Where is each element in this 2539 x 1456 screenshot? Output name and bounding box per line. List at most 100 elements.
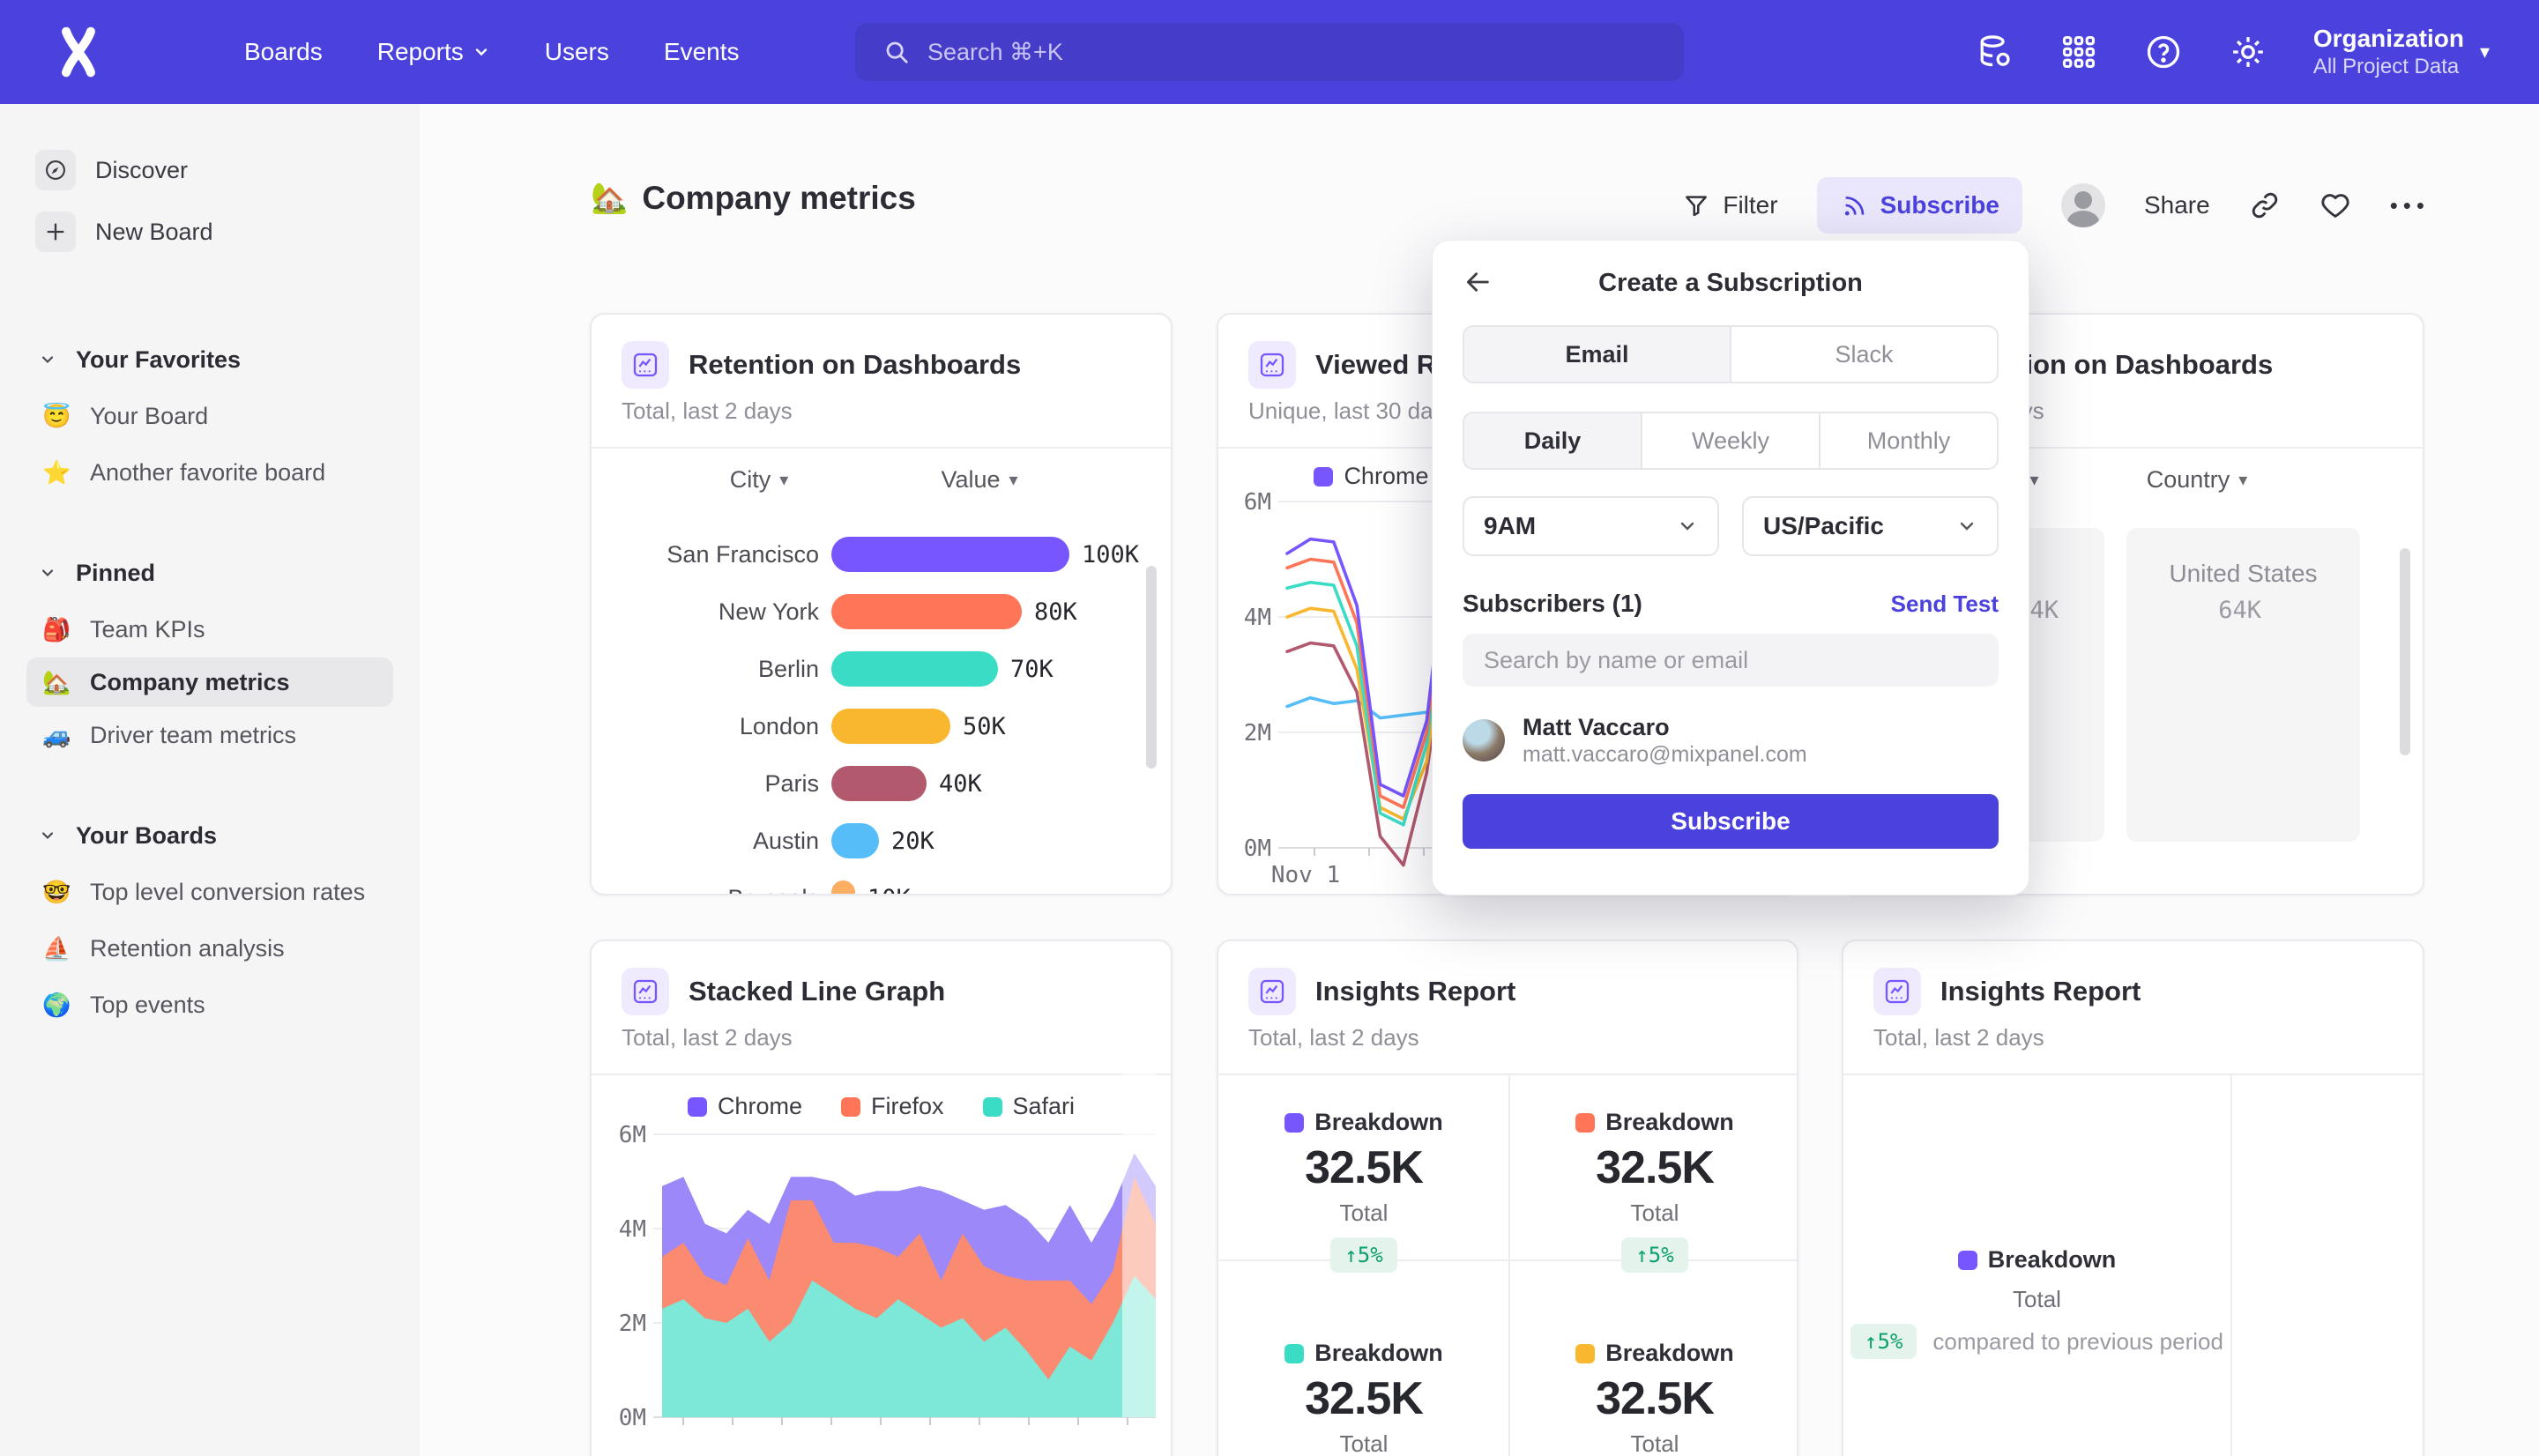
share-button[interactable]: Share (2143, 191, 2210, 219)
search-placeholder: Search ⌘+K (927, 38, 1063, 65)
table-row[interactable]: Brussels 10K (592, 879, 1171, 895)
sidebar-item-driver-team-metrics[interactable]: 🚙 Driver team metrics (42, 721, 297, 748)
table-row[interactable]: Berlin 70K (592, 650, 1171, 688)
chevron-down-icon (41, 569, 54, 577)
kpi-legend[interactable]: Breakdown (1284, 1109, 1443, 1136)
table-row[interactable]: Paris 40K (592, 764, 1171, 803)
nav-item-boards[interactable]: Boards (244, 38, 323, 65)
tab-daily[interactable]: Daily (1464, 413, 1641, 468)
sidebar-item-retention-analysis[interactable]: ⛵ Retention analysis (42, 934, 285, 962)
rss-subscribe-icon (1844, 197, 1864, 216)
mixpanel-logo-icon[interactable] (51, 25, 106, 79)
sort-caret-icon: ▾ (2029, 471, 2039, 490)
kpi-legend[interactable]: Breakdown (1284, 1340, 1443, 1367)
chevron-down-icon: ▾ (2479, 41, 2490, 63)
column-header-value[interactable]: Value ▾ (941, 466, 1018, 493)
tab-monthly[interactable]: Monthly (1819, 413, 1997, 468)
row-value: 20K (891, 827, 934, 855)
favorite-heart-icon[interactable] (2319, 189, 2351, 221)
filter-button[interactable]: Filter (1682, 191, 1778, 219)
nav-item-events[interactable]: Events (663, 38, 740, 65)
delta-badge: ↑5% (1330, 1237, 1397, 1273)
sidebar-item-your-board[interactable]: 😇 Your Board (42, 402, 209, 429)
svg-text:Nov 1: Nov 1 (1271, 862, 1340, 888)
sidebar-item-new-board[interactable]: New Board (0, 201, 420, 263)
tab-weekly[interactable]: Weekly (1641, 413, 1819, 468)
kpi-caption: Total (1339, 1430, 1389, 1456)
sidebar-section-your-favorites[interactable]: Your Favorites (0, 331, 420, 388)
copy-link-icon[interactable] (2249, 189, 2281, 221)
table-row[interactable]: Austin 20K (592, 821, 1171, 860)
data-management-icon[interactable] (1975, 33, 2014, 71)
globe-emoji-icon: 🌍 (42, 991, 71, 1018)
modal-title: Create a Subscription (1598, 268, 1863, 297)
sidebar-section-pinned[interactable]: Pinned (0, 545, 420, 601)
legend-swatch (1284, 1343, 1305, 1363)
nav-item-users[interactable]: Users (544, 38, 609, 65)
legend-item-firefox[interactable]: Firefox (840, 1093, 944, 1120)
sidebar-item-discover[interactable]: Discover (0, 139, 420, 201)
backpack-emoji-icon: 🎒 (42, 615, 71, 643)
time-select[interactable]: 9AM (1463, 496, 1719, 556)
chevron-down-icon (475, 48, 487, 56)
column-header-country[interactable]: Country ▾ (2146, 466, 2248, 493)
kpi-legend[interactable]: Breakdown (1575, 1109, 1734, 1136)
subscriber-avatar (1463, 719, 1505, 761)
legend-item-chrome[interactable]: Chrome (687, 1093, 802, 1120)
table-row[interactable]: New York 80K (592, 592, 1171, 631)
page-title: Company metrics (642, 180, 916, 216)
table-row[interactable]: London 50K (592, 707, 1171, 746)
sidebar-section-your-boards[interactable]: Your Boards (0, 807, 420, 864)
card-scrollbar[interactable] (2400, 548, 2410, 755)
back-arrow-icon[interactable] (1463, 267, 1493, 297)
kpi-cell-2: Breakdown 32.5K Total ↑5% (1509, 1109, 1797, 1273)
bar-table-rows: San Francisco 100K New York 80K Berlin 70K Lon… (592, 524, 1171, 895)
sidebar-item-top-events[interactable]: 🌍 Top events (42, 991, 205, 1018)
sort-caret-icon: ▾ (2238, 471, 2248, 490)
card-subtitle: Total, last 2 days (1248, 1024, 1419, 1051)
timezone-select[interactable]: US/Pacific (1742, 496, 1999, 556)
row-value: 10K (867, 885, 911, 895)
svg-text:2M: 2M (1244, 720, 1271, 747)
tab-email[interactable]: Email (1464, 327, 1730, 382)
subscriber-item[interactable]: Matt Vaccaro matt.vaccaro@mixpanel.com (1463, 713, 1999, 768)
help-icon[interactable] (2144, 33, 2183, 71)
global-search-input[interactable]: Search ⌘+K (855, 23, 1684, 81)
svg-text:4M: 4M (619, 1216, 646, 1243)
subscribe-button[interactable]: Subscribe (1816, 177, 2022, 234)
legend-item-safari[interactable]: Safari (982, 1093, 1075, 1120)
more-options-button[interactable]: ••• (2389, 191, 2430, 219)
tab-slack[interactable]: Slack (1730, 327, 1997, 382)
subscriber-search-input[interactable] (1463, 634, 1999, 687)
table-row[interactable]: San Francisco 100K (592, 535, 1171, 574)
row-label: San Francisco (666, 540, 819, 568)
card-subtitle: Unique, last 30 days (1248, 397, 1456, 424)
svg-text:6M: 6M (619, 1122, 646, 1148)
settings-gear-icon[interactable] (2229, 33, 2267, 71)
row-label: Austin (752, 827, 819, 854)
org-switcher[interactable]: Organization All Project Data ▾ (2313, 24, 2490, 80)
subscribe-submit-button[interactable]: Subscribe (1463, 794, 1999, 849)
send-test-link[interactable]: Send Test (1890, 590, 1999, 617)
sidebar-item-company-metrics[interactable]: 🏡 Company metrics (26, 657, 393, 707)
legend-item-chrome[interactable]: Chrome (1314, 463, 1428, 490)
panel-united-states[interactable]: United States 64K (2126, 528, 2360, 842)
row-bar (831, 537, 1069, 572)
card-scrollbar[interactable] (1146, 566, 1157, 769)
board-actions: Filter Subscribe Share ••• (1682, 175, 2430, 236)
kpi-legend[interactable]: Breakdown (1957, 1246, 2116, 1274)
kpi-caption: Total (1339, 1200, 1389, 1226)
sidebar-item-another-favorite-board[interactable]: ⭐ Another favorite board (42, 458, 326, 486)
star-emoji-icon: ⭐ (42, 458, 71, 486)
user-avatar[interactable] (2060, 183, 2105, 227)
sidebar-item-team-kpis[interactable]: 🎒 Team KPIs (42, 615, 205, 643)
row-value: 50K (963, 712, 1006, 740)
row-label: New York (718, 598, 819, 625)
apps-grid-icon[interactable] (2059, 33, 2098, 71)
kpi-legend[interactable]: Breakdown (1575, 1340, 1734, 1367)
nav-item-reports[interactable]: Reports (377, 38, 490, 66)
sidebar-item-top-level-conversion-rates[interactable]: 🤓 Top level conversion rates (42, 878, 366, 905)
column-header-city[interactable]: City ▾ (729, 466, 789, 493)
sidebar: Discover New Board Your Favorites 😇 Your… (0, 104, 420, 1456)
kpi-caption: Total (1630, 1200, 1679, 1226)
